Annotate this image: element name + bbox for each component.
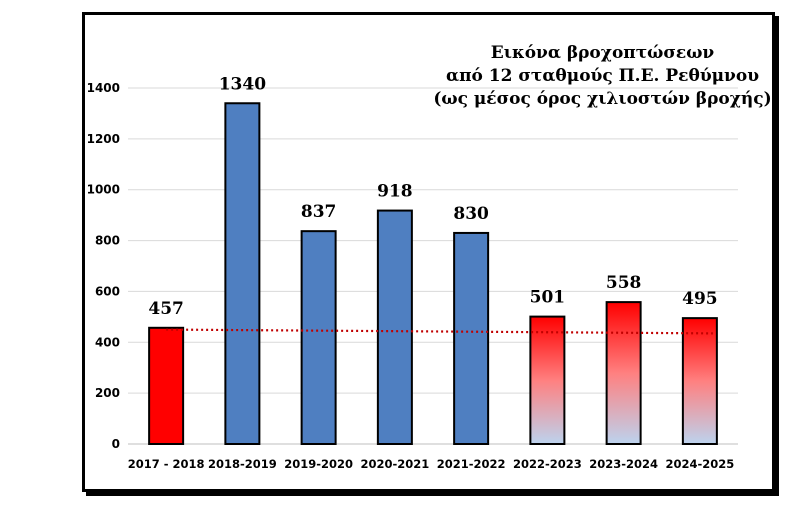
x-category-label: 2020-2021 — [360, 457, 429, 471]
y-tick-label: 200 — [95, 386, 120, 400]
bar-2020-2021 — [376, 209, 413, 445]
data-label: 918 — [377, 182, 413, 202]
y-tick-label: 800 — [95, 234, 120, 248]
chart-title-line-2: από 12 σταθμούς Π.Ε. Ρεθύμνου — [446, 66, 759, 86]
y-tick-label: 0 — [112, 437, 120, 451]
y-tick-label: 600 — [95, 284, 120, 298]
y-tick-label: 400 — [95, 335, 120, 349]
x-category-label: 2019-2020 — [284, 457, 353, 471]
bar-2017-2018 — [148, 326, 185, 446]
chart-title: Εικόνα βροχοπτώσεων από 12 σταθμούς Π.Ε.… — [430, 42, 775, 111]
y-tick-label: 1200 — [87, 132, 120, 146]
data-label: 495 — [682, 289, 718, 309]
bar-2023-2024 — [605, 301, 642, 446]
bar-2018-2019 — [224, 102, 261, 445]
trendline — [166, 328, 713, 335]
bar-2019-2020 — [300, 230, 337, 445]
x-category-label: 2017 - 2018 — [128, 457, 205, 471]
trendline-dotted — [166, 328, 713, 335]
chart-title-line-3: (ως μέσος όρος χιλιοστών βροχής) — [433, 89, 772, 109]
x-category-label: 2022-2023 — [513, 457, 582, 471]
chart-title-line-1: Εικόνα βροχοπτώσεων — [490, 43, 715, 63]
bar-2022-2023 — [529, 315, 566, 445]
bars — [148, 102, 718, 446]
data-label: 1340 — [219, 74, 266, 94]
bar-2021-2022 — [453, 231, 490, 445]
x-category-label: 2023-2024 — [589, 457, 658, 471]
data-label: 558 — [606, 273, 642, 293]
chart-frame — [82, 12, 775, 492]
y-tick-label: 1000 — [87, 183, 120, 197]
x-category-label: 2021-2022 — [437, 457, 506, 471]
data-label: 837 — [301, 202, 337, 222]
data-label: 501 — [530, 288, 566, 308]
data-label: 457 — [148, 299, 184, 319]
data-label: 830 — [453, 204, 489, 224]
y-tick-label: 1400 — [87, 81, 120, 95]
gridlines — [128, 87, 738, 445]
x-category-label: 2018-2019 — [208, 457, 277, 471]
bar-2024-2025 — [681, 317, 718, 445]
x-category-label: 2024-2025 — [665, 457, 734, 471]
labels: 0 200 400 600 800 1000 1200 1400 457 2017 - 2018 1… — [87, 74, 735, 471]
